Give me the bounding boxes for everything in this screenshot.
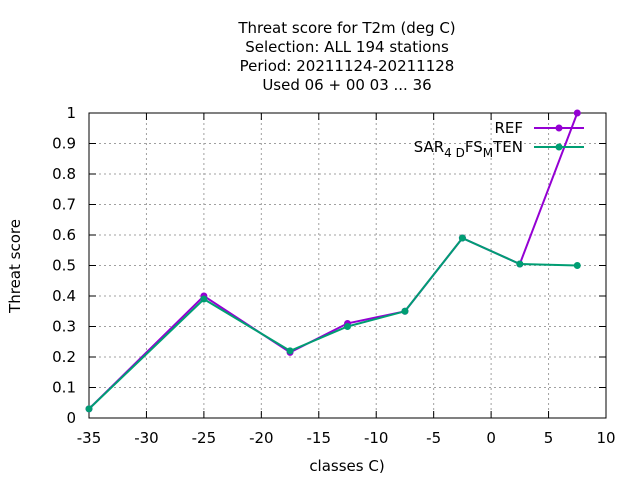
data-point: [344, 323, 351, 330]
x-tick-label: 0: [486, 429, 496, 447]
legend-item-2: SAR4 DFSMTEN: [414, 138, 584, 160]
data-point: [200, 295, 208, 303]
y-tick-label: 0.4: [52, 287, 76, 305]
y-axis-label: Threat score: [6, 219, 24, 314]
data-point: [458, 234, 466, 242]
data-point: [573, 109, 581, 117]
x-tick-label: -20: [249, 429, 274, 447]
legend-swatch-point: [555, 143, 563, 151]
y-tick-label: 0.1: [52, 379, 76, 397]
x-axis-ticks: -35 -30 -25 -20 -15 -10 -5 0 5 10: [77, 113, 616, 447]
x-tick-label: 10: [596, 429, 615, 447]
x-tick-label: -25: [192, 429, 217, 447]
data-point: [286, 347, 294, 355]
x-tick-label: -15: [307, 429, 332, 447]
legend-item-1: REF: [494, 119, 584, 137]
y-tick-label: 0: [66, 409, 76, 427]
x-tick-label: -10: [364, 429, 389, 447]
x-tick-label: -5: [426, 429, 441, 447]
title-line-1: Threat score for T2m (deg C): [237, 19, 455, 37]
y-axis-ticks: 0 0.1 0.2 0.3 0.4 0.5 0.6 0.7 0.8 0.9 1: [52, 104, 606, 427]
y-tick-label: 0.2: [52, 348, 76, 366]
x-tick-label: -30: [134, 429, 159, 447]
title-line-4: Used 06 + 00 03 ... 36: [262, 76, 431, 94]
series-line: [88, 112, 579, 410]
legend-label: SAR4 DFSMTEN: [414, 138, 523, 160]
x-tick-label: 5: [544, 429, 554, 447]
y-tick-label: 0.6: [52, 226, 76, 244]
grid: [89, 113, 606, 418]
legend-swatch-point: [555, 124, 563, 132]
chart-title: Threat score for T2m (deg C)Selection: A…: [237, 19, 455, 94]
y-tick-label: 0.8: [52, 165, 76, 183]
series-2: [85, 234, 581, 413]
y-tick-label: 0.7: [52, 196, 76, 214]
plot-frame: [88, 112, 607, 419]
title-line-2: Selection: ALL 194 stations: [245, 38, 449, 56]
y-tick-label: 0.9: [52, 135, 76, 153]
series: [85, 109, 581, 413]
data-point: [85, 405, 93, 413]
y-tick-label: 0.3: [52, 318, 76, 336]
y-tick-label: 0.5: [52, 257, 76, 275]
data-point: [516, 260, 524, 268]
legend-label: REF: [494, 119, 523, 137]
series-line: [88, 236, 578, 410]
y-tick-label: 1: [66, 104, 76, 122]
title-line-3: Period: 20211124-20211128: [240, 57, 455, 75]
x-tick-label: -35: [77, 429, 102, 447]
data-point: [401, 307, 409, 315]
x-axis-label: classes C): [309, 457, 384, 475]
data-point: [573, 262, 581, 269]
